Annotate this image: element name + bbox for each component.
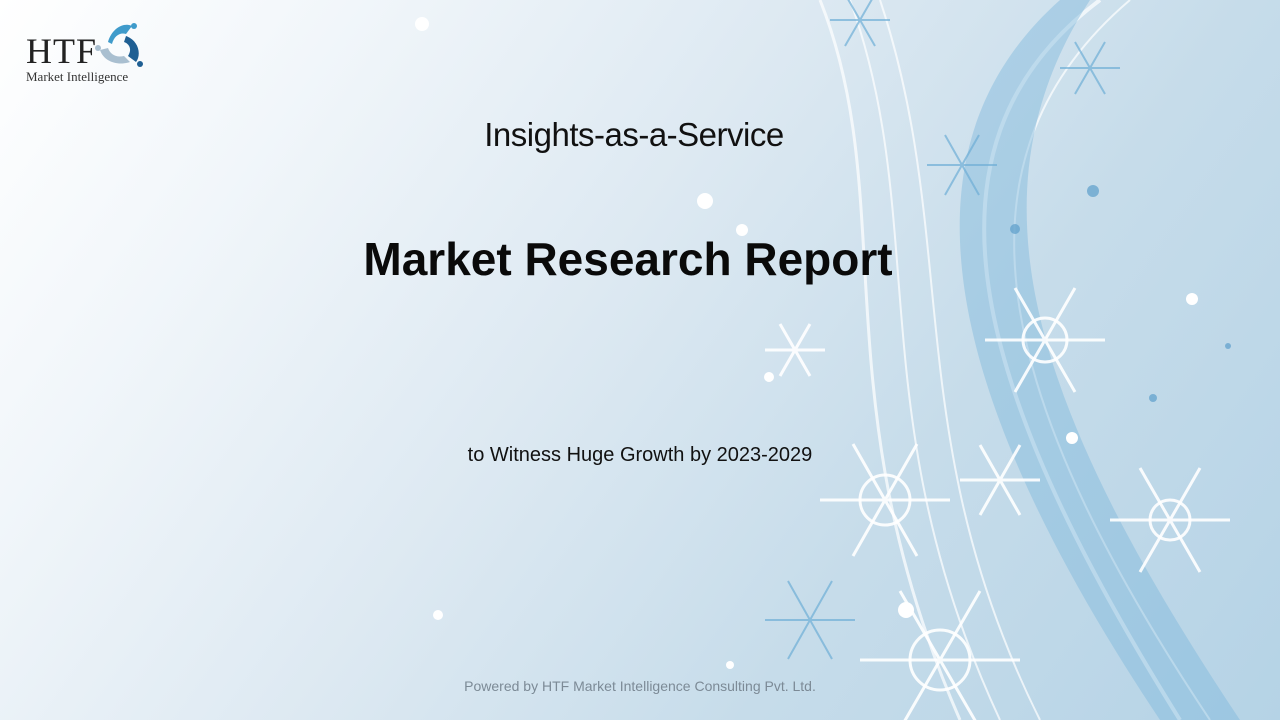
logo-text: HTF — [26, 31, 98, 71]
htf-logo: HTF Market Intelligence — [24, 20, 146, 86]
people-circle-logo-icon — [95, 23, 143, 67]
report-subject: Insights-as-a-Service — [484, 116, 784, 153]
logo-subtext: Market Intelligence — [26, 69, 129, 84]
footer-credit: Powered by HTF Market Intelligence Consu… — [464, 678, 816, 694]
tagline: to Witness Huge Growth by 2023-2029 — [467, 444, 813, 466]
page-title: Market Research Report — [363, 233, 893, 285]
